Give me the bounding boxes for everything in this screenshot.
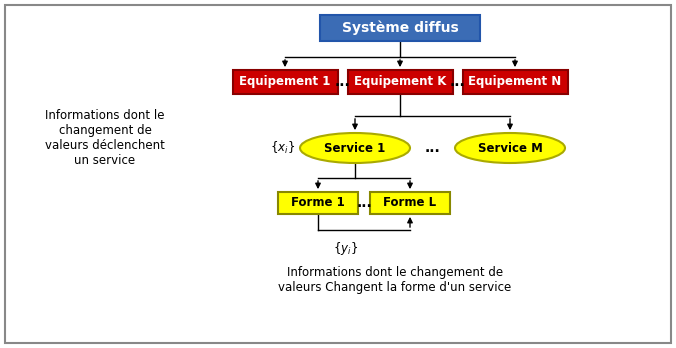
Text: ...: ... <box>450 75 465 89</box>
Text: Service M: Service M <box>477 142 542 155</box>
FancyBboxPatch shape <box>320 15 480 41</box>
FancyBboxPatch shape <box>462 70 567 94</box>
FancyBboxPatch shape <box>5 5 671 343</box>
Text: Système diffus: Système diffus <box>341 21 458 35</box>
Text: Service 1: Service 1 <box>324 142 385 155</box>
Text: Forme 1: Forme 1 <box>291 197 345 209</box>
Text: Equipement 1: Equipement 1 <box>239 76 331 88</box>
FancyBboxPatch shape <box>278 192 358 214</box>
FancyBboxPatch shape <box>347 70 452 94</box>
Text: Equipement K: Equipement K <box>354 76 446 88</box>
Text: Informations dont le changement de
valeurs Changent la forme d'un service: Informations dont le changement de valeu… <box>279 266 512 294</box>
Text: Informations dont le
changement de
valeurs déclenchent
un service: Informations dont le changement de valeu… <box>45 109 165 167</box>
Ellipse shape <box>455 133 565 163</box>
Text: Equipement N: Equipement N <box>468 76 562 88</box>
Text: $\{y_i\}$: $\{y_i\}$ <box>333 240 358 257</box>
Text: ...: ... <box>356 196 372 210</box>
Text: ...: ... <box>335 75 350 89</box>
Text: Forme L: Forme L <box>383 197 437 209</box>
FancyBboxPatch shape <box>233 70 337 94</box>
Ellipse shape <box>300 133 410 163</box>
Text: $\{x_i\}$: $\{x_i\}$ <box>270 140 295 156</box>
Text: ...: ... <box>425 141 440 155</box>
FancyBboxPatch shape <box>370 192 450 214</box>
